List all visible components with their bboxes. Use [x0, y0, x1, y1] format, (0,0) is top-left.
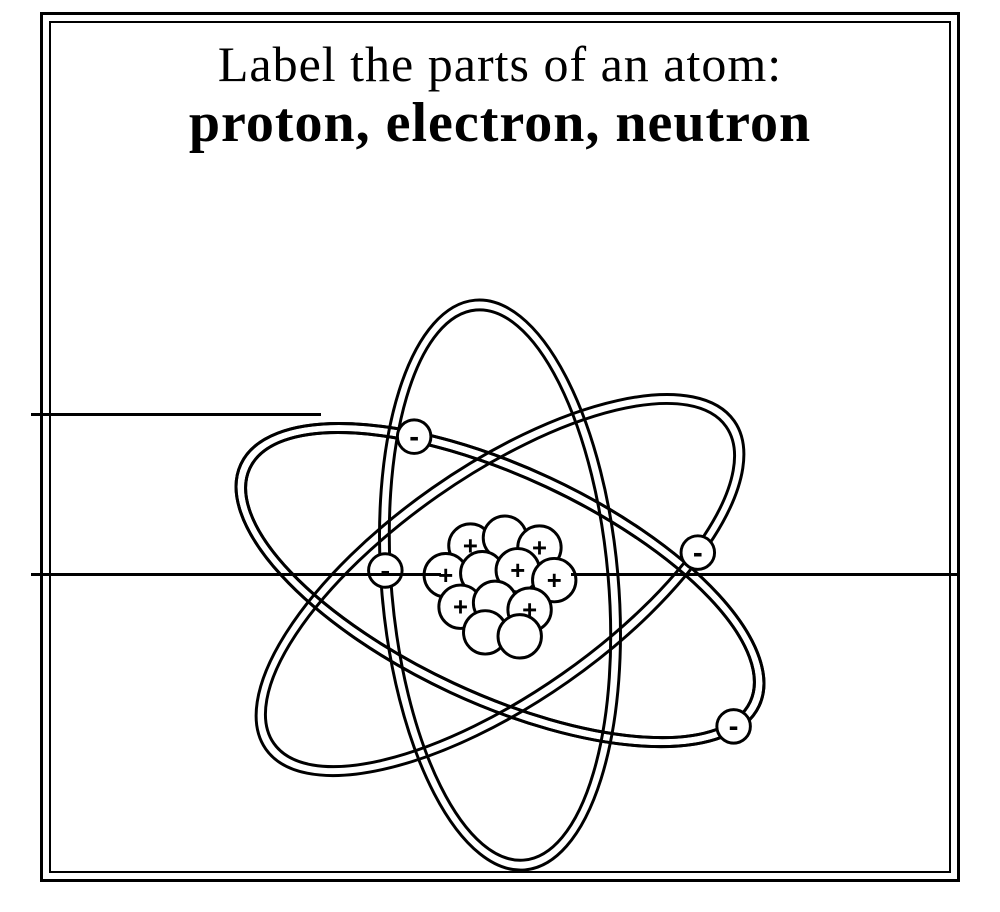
electron-label: - — [693, 536, 703, 569]
electron-label: - — [409, 420, 419, 453]
blank-label-line-proton[interactable] — [31, 573, 441, 576]
proton-label: + — [510, 557, 525, 585]
electron-label: - — [380, 554, 390, 587]
worksheet-inner-frame: Label the parts of an atom: proton, elec… — [49, 21, 951, 873]
neutron — [498, 615, 541, 658]
electron-label: - — [729, 710, 739, 743]
proton-label: + — [453, 593, 468, 621]
blank-label-line-neutron[interactable] — [571, 573, 959, 576]
proton-label: + — [547, 567, 562, 595]
atom-diagram: +++++++ ---- — [51, 23, 949, 871]
worksheet-outer-frame: Label the parts of an atom: proton, elec… — [40, 12, 960, 882]
blank-label-line-electron[interactable] — [31, 413, 321, 416]
